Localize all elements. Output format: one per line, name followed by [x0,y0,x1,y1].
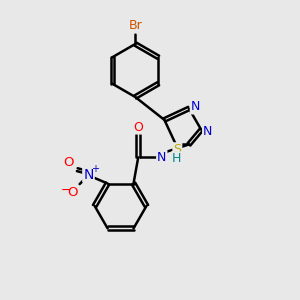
Text: N: N [203,125,212,138]
Text: +: + [91,164,99,174]
Text: N: N [157,151,167,164]
Text: −: − [61,184,72,197]
Text: O: O [133,121,143,134]
Text: N: N [83,168,94,182]
Text: O: O [63,155,74,169]
Text: H: H [172,152,181,165]
Text: Br: Br [128,19,142,32]
Text: S: S [173,143,181,156]
Text: O: O [67,186,77,199]
Text: N: N [191,100,200,113]
